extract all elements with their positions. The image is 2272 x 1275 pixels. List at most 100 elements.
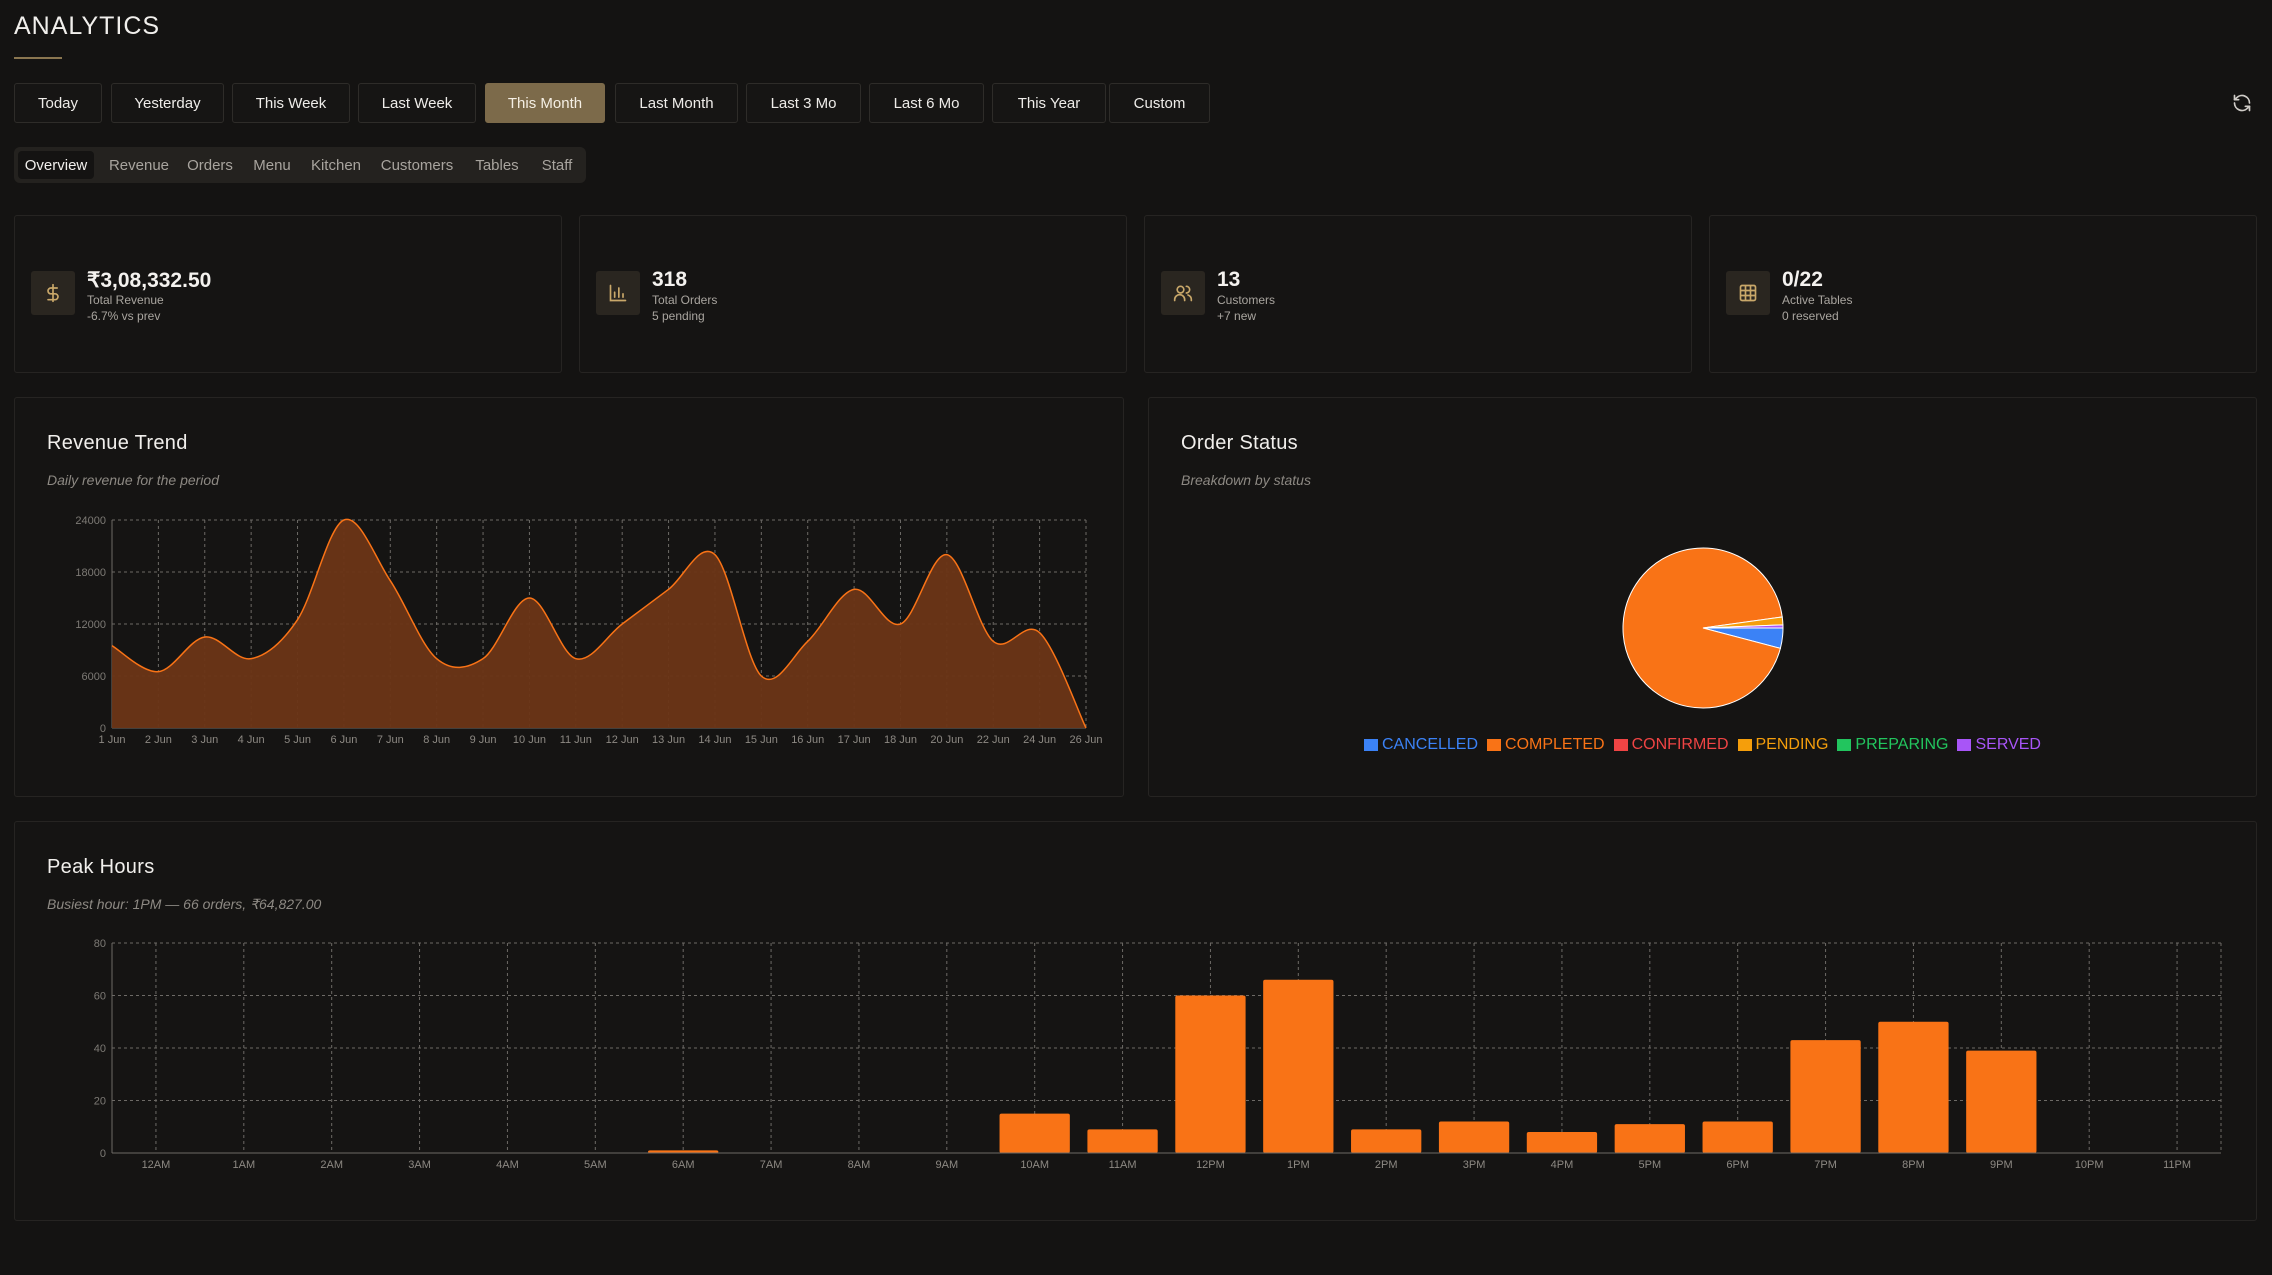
stat-card-tables: 0/22 Active Tables 0 reserved — [1709, 215, 2257, 373]
order-status-card: Order Status Breakdown by status CANCELL… — [1148, 397, 2257, 797]
legend-swatch — [1837, 739, 1852, 751]
x-tick-label: 8 Jun — [423, 734, 450, 746]
x-tick-label: 5PM — [1639, 1159, 1662, 1171]
bar-12pm — [1175, 995, 1246, 1153]
y-tick-label: 6000 — [82, 671, 106, 683]
x-tick-label: 6 Jun — [330, 734, 357, 746]
x-tick-label: 1AM — [233, 1159, 256, 1171]
x-tick-label: 7PM — [1814, 1159, 1837, 1171]
range-custom-button[interactable]: Custom — [1109, 83, 1210, 123]
card-title: Order Status — [1181, 432, 1298, 454]
range-this-year-button[interactable]: This Year — [992, 83, 1106, 123]
legend-label: SERVED — [1975, 736, 2041, 753]
section-tabs: Overview Revenue Orders Menu Kitchen Cus… — [14, 147, 586, 183]
legend-swatch — [1364, 739, 1378, 751]
y-tick-label: 20 — [94, 1096, 106, 1108]
bar-5pm — [1614, 1124, 1685, 1153]
x-tick-label: 10AM — [1020, 1159, 1049, 1171]
x-tick-label: 2PM — [1375, 1159, 1398, 1171]
tab-overview[interactable]: Overview — [18, 151, 94, 179]
bar-3pm — [1438, 1121, 1510, 1153]
x-tick-label: 17 Jun — [838, 734, 871, 746]
revenue-line — [111, 518, 1087, 729]
bar-chart-icon — [596, 271, 640, 315]
x-tick-label: 3 Jun — [191, 734, 218, 746]
legend-swatch — [1613, 739, 1628, 751]
x-tick-label: 11PM — [2163, 1159, 2191, 1171]
revenue-trend-chart: 0 6000 12000 18000 24000 1 Jun 2 Jun 3 Jun 4 Jun… — [75, 515, 1102, 746]
bar-10am — [999, 1113, 1070, 1153]
tab-orders[interactable]: Orders — [187, 156, 233, 174]
stat-label: Customers — [1217, 293, 1276, 307]
legend-swatch — [1737, 739, 1752, 751]
legend-item-confirmed[interactable]: CONFIRMED — [1613, 736, 1729, 754]
stat-card-revenue: ₹3,08,332.50 Total Revenue -6.7% vs prev — [14, 215, 562, 373]
range-yesterday-button[interactable]: Yesterday — [111, 83, 224, 123]
users-icon — [1161, 271, 1205, 315]
legend-item-preparing[interactable]: PREPARING — [1837, 736, 1948, 754]
y-tick-label: 18000 — [75, 567, 106, 579]
range-last-6-mo-button[interactable]: Last 6 Mo — [869, 83, 984, 123]
stat-value: ₹3,08,332.50 — [87, 269, 212, 292]
stat-subtext: -6.7% vs prev — [87, 309, 161, 323]
pie-legend: CANCELLED COMPLETED CONFIRMED PENDING PREPAR… — [1149, 736, 2256, 754]
stat-value: 318 — [652, 268, 688, 291]
legend-item-cancelled[interactable]: CANCELLED — [1364, 736, 1478, 754]
x-tick-label: 4PM — [1551, 1159, 1574, 1171]
stat-value: 0/22 — [1782, 268, 1823, 291]
x-tick-label: 10 Jun — [513, 734, 546, 746]
x-tick-label: 9PM — [1990, 1159, 2013, 1171]
stat-subtext: +7 new — [1217, 309, 1257, 323]
legend-label: CONFIRMED — [1631, 736, 1729, 753]
x-tick-label: 12AM — [142, 1159, 171, 1171]
y-tick-label: 0 — [100, 1148, 106, 1160]
range-last-week-button[interactable]: Last Week — [358, 83, 476, 123]
x-tick-label: 1 Jun — [99, 734, 126, 746]
x-tick-label: 12PM — [1196, 1159, 1225, 1171]
x-tick-label: 3AM — [408, 1159, 431, 1171]
x-tick-label: 6PM — [1726, 1159, 1749, 1171]
dollar-icon — [31, 271, 75, 315]
bar-8pm — [1878, 1021, 1949, 1153]
tab-revenue[interactable]: Revenue — [108, 156, 170, 174]
x-tick-label: 10PM — [2075, 1159, 2104, 1171]
x-tick-label: 8PM — [1902, 1159, 1925, 1171]
tab-menu[interactable]: Menu — [253, 156, 291, 174]
card-subtitle: Daily revenue for the period — [47, 472, 219, 488]
stat-card-orders: 318 Total Orders 5 pending — [579, 215, 1127, 373]
revenue-area — [112, 519, 1086, 728]
x-tick-label: 7AM — [760, 1159, 783, 1171]
tab-kitchen[interactable]: Kitchen — [310, 156, 362, 174]
legend-swatch — [1957, 739, 1972, 751]
pie-slice-completed — [1622, 547, 1783, 709]
legend-label: CANCELLED — [1382, 736, 1479, 753]
range-today-button[interactable]: Today — [14, 83, 102, 123]
range-last-3-mo-button[interactable]: Last 3 Mo — [746, 83, 861, 123]
bar-11am — [1087, 1129, 1158, 1153]
x-tick-label: 7 Jun — [377, 734, 404, 746]
range-last-month-button[interactable]: Last Month — [615, 83, 738, 123]
legend-label: COMPLETED — [1505, 736, 1605, 753]
x-tick-label: 6AM — [672, 1159, 695, 1171]
range-this-month-button[interactable]: This Month — [485, 83, 605, 123]
stat-label: Total Orders — [652, 293, 718, 307]
tab-staff[interactable]: Staff — [541, 156, 573, 174]
tab-customers[interactable]: Customers — [380, 156, 454, 174]
bar-6am — [648, 1150, 719, 1153]
range-this-week-button[interactable]: This Week — [232, 83, 350, 123]
order-status-pie — [1622, 547, 1784, 709]
card-subtitle: Breakdown by status — [1181, 472, 1311, 488]
legend-item-pending[interactable]: PENDING — [1737, 736, 1828, 754]
y-tick-label: 12000 — [75, 619, 106, 631]
x-tick-label: 2 Jun — [145, 734, 172, 746]
x-tick-label: 3PM — [1463, 1159, 1486, 1171]
stat-card-customers: 13 Customers +7 new — [1144, 215, 1692, 373]
bar-9pm — [1966, 1050, 2037, 1153]
refresh-icon[interactable] — [2232, 93, 2252, 113]
legend-item-served[interactable]: SERVED — [1957, 736, 2041, 754]
card-subtitle: Busiest hour: 1PM — 66 orders, ₹64,827.0… — [47, 896, 322, 912]
x-tick-label: 24 Jun — [1023, 734, 1056, 746]
y-tick-label: 0 — [100, 723, 106, 735]
tab-tables[interactable]: Tables — [475, 156, 519, 174]
legend-item-completed[interactable]: COMPLETED — [1487, 736, 1605, 754]
